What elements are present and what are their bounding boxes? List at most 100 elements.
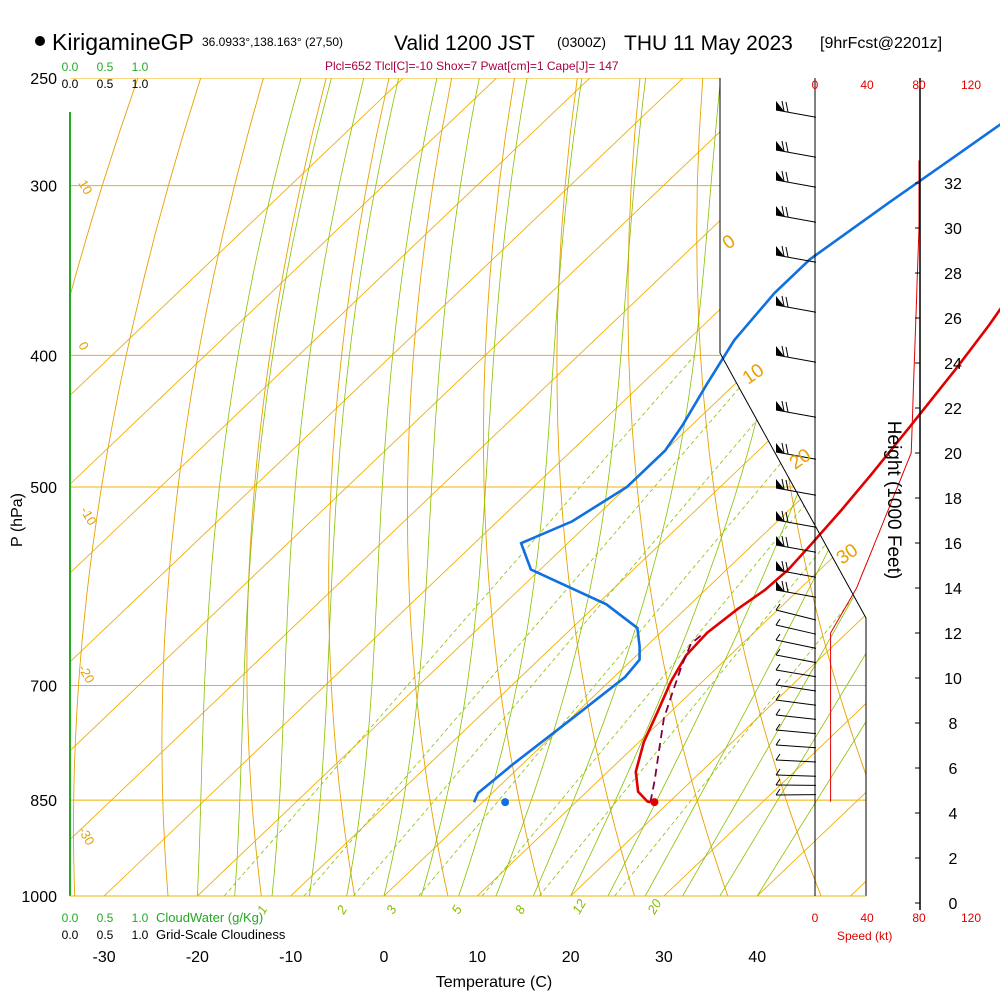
moist-adiabat-label: 30	[833, 540, 862, 569]
pressure-tick-label: 1000	[21, 889, 57, 906]
temperature-tick-label: -10	[279, 949, 302, 966]
pressure-tick-label: 300	[30, 179, 57, 196]
forecast-tag: [9hrFcst@2201z]	[820, 35, 942, 52]
height-tick-label: 8	[949, 716, 958, 733]
wind-barb-shaft	[775, 639, 817, 649]
isotherm-line	[70, 78, 404, 896]
temperature-tick-label: -30	[93, 949, 116, 966]
dry-adiabat-label: 0	[75, 339, 92, 353]
wind-barb-feather	[781, 560, 785, 572]
wind-barb-pennant	[776, 401, 784, 411]
series-temperature-line	[634, 307, 1000, 804]
moist-adiabat-label: 10	[739, 360, 768, 389]
mixing-ratio-label: 3	[383, 902, 400, 916]
mixing-ratio-line	[223, 355, 696, 896]
wind-speed-profile	[830, 160, 920, 802]
moist-adiabat-line	[420, 78, 528, 896]
sounding-profiles	[472, 123, 1000, 807]
height-tick-label: 14	[944, 581, 962, 598]
cloudwater-tick-top: 0.5	[97, 60, 114, 74]
moist-adiabat-line	[234, 78, 332, 896]
y-axis-title: P (hPa)	[9, 493, 26, 547]
wind-barb-feather	[775, 633, 781, 641]
wind-barb-pennant	[776, 443, 784, 453]
wind-barb-feather	[775, 788, 781, 796]
wind-barb-feather	[781, 580, 785, 592]
speed-axis-title: Speed (kt)	[837, 929, 892, 943]
moist-adiabat-line	[458, 78, 583, 896]
wind-barb-feather	[781, 140, 785, 152]
cloudiness-axis-title: Grid-Scale Cloudiness	[156, 927, 286, 942]
moist-adiabat-line	[756, 78, 866, 896]
moist-adiabat-line	[197, 78, 302, 896]
pressure-tick-label: 850	[30, 793, 57, 810]
wind-barb-shaft	[775, 744, 817, 749]
wind-barb-shaft	[775, 774, 817, 777]
wind-barb-feather	[785, 141, 789, 153]
height-tick-label: 22	[944, 401, 962, 418]
moist-adiabat-line	[383, 78, 480, 896]
wind-barb-feather	[785, 296, 789, 308]
dry-adiabat-line	[483, 78, 542, 896]
wind-barb-shaft	[775, 759, 817, 763]
wind-barb-feather	[781, 100, 785, 112]
wind-barb-feather	[781, 345, 785, 357]
wind-barb-shaft	[775, 699, 817, 706]
pressure-tick-label: 250	[30, 71, 57, 88]
dry-adiabat-line	[627, 78, 729, 896]
wind-barb-feather	[775, 618, 781, 626]
cloudwater-tick-top: 1.0	[132, 60, 149, 74]
speed-tick-label-top: 40	[860, 78, 874, 92]
wind-barb-pennant	[776, 101, 784, 111]
height-tick-label: 20	[944, 446, 962, 463]
wind-barb-feather	[775, 723, 781, 731]
wind-barb-pennant	[776, 511, 784, 521]
wind-barb-pennant	[776, 141, 784, 151]
wind-barb-shaft	[775, 729, 817, 735]
cloudiness-tick-top: 0.5	[97, 77, 114, 91]
series-dewpoint-line	[472, 123, 1000, 803]
valid-date: THU 11 May 2023	[624, 32, 793, 55]
wind-barb-feather	[781, 400, 785, 412]
wind-barb-shaft	[775, 409, 817, 418]
wind-barb-shaft	[775, 304, 817, 313]
wind-barb-shaft	[775, 684, 817, 692]
height-tick-label: 30	[944, 221, 962, 238]
moist-adiabat-label: 0	[719, 231, 740, 254]
dry-adiabat-line	[954, 78, 1000, 896]
wind-barb-feather	[775, 753, 781, 761]
mixing-ratio-line	[614, 355, 866, 896]
wind-barb-pennant	[776, 561, 784, 571]
wind-barb-feather	[785, 206, 789, 218]
dry-adiabat-line	[328, 78, 390, 896]
dry-adiabat-line	[73, 78, 202, 896]
isotherm-line	[476, 78, 866, 896]
mixing-ratio-label: 8	[512, 902, 529, 916]
wind-barb-feather	[775, 678, 781, 686]
wind-barb-feather	[775, 663, 781, 671]
speed-tick-label-top: 120	[961, 78, 981, 92]
wind-barb-pennant	[776, 296, 784, 306]
height-tick-label: 24	[944, 356, 962, 373]
wind-barb-feather	[781, 442, 785, 454]
wind-barb-feather	[785, 511, 789, 523]
wind-barb-feather	[775, 708, 781, 716]
wind-barb-pennant	[776, 479, 784, 489]
cloudwater-tick-top: 0.0	[62, 60, 79, 74]
moist-adiabat-line	[719, 78, 866, 896]
temperature-tick-label: -20	[186, 949, 209, 966]
wind-barb-pennant	[776, 246, 784, 256]
wind-barb-shaft	[775, 609, 817, 621]
wind-barb-feather	[785, 479, 789, 491]
x-axis-title: Temperature (C)	[436, 974, 552, 991]
wind-barb-feather	[781, 205, 785, 217]
dry-adiabat-line	[407, 78, 453, 896]
height-tick-label: 0	[949, 896, 958, 913]
height-axis-title: Height (1000 Feet)	[883, 421, 904, 579]
temperature-tick-label: 10	[468, 949, 486, 966]
temperature-tick-label: 40	[748, 949, 766, 966]
cloudiness-tick-top: 0.0	[62, 77, 79, 91]
dry-adiabat-line	[827, 78, 866, 896]
wind-barb-shaft	[775, 519, 817, 528]
cloudiness-tick-bottom: 1.0	[132, 928, 149, 942]
